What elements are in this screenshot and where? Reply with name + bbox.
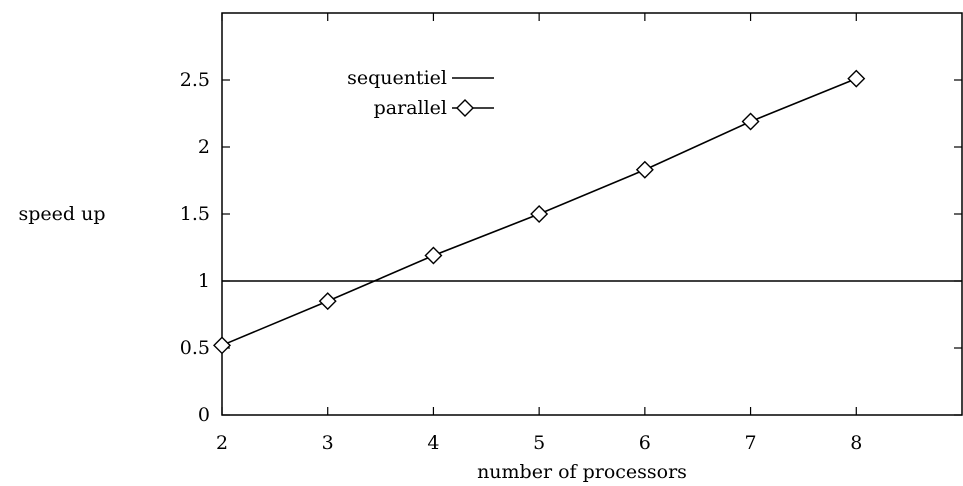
data-point-parallel (424, 246, 443, 265)
legend: sequentiel parallel (347, 67, 494, 119)
data-point-parallel (318, 292, 337, 311)
x-axis-label: number of processors (477, 461, 687, 482)
y-tick-label: 1.5 (180, 203, 210, 225)
y-axis: 0 0.5 1 1.5 2 2.5 (180, 69, 962, 426)
x-tick-label: 8 (850, 432, 862, 454)
x-tick-label: 3 (322, 432, 334, 454)
data-point-parallel (635, 160, 654, 179)
y-axis-label: speed up (18, 203, 105, 225)
plot-frame (221, 12, 963, 416)
y-tick-label: 2 (198, 136, 210, 158)
data-point-parallel (213, 336, 231, 355)
y-tick-label: 1 (198, 270, 210, 292)
legend-label-sequentiel: sequentiel (347, 67, 447, 89)
data-point-parallel (847, 69, 866, 88)
x-tick-label: 4 (427, 432, 439, 454)
x-axis: 2 3 4 5 6 7 8 (216, 13, 862, 454)
legend-marker-parallel (456, 99, 474, 117)
y-tick-label: 2.5 (180, 69, 210, 91)
x-tick-label: 2 (216, 432, 228, 454)
series-layer (213, 69, 962, 355)
x-tick-label: 7 (745, 432, 757, 454)
y-tick-label: 0 (198, 404, 210, 426)
x-tick-label: 6 (639, 432, 651, 454)
y-tick-label: 0.5 (180, 337, 210, 359)
data-point-parallel (741, 112, 760, 131)
legend-label-parallel: parallel (374, 97, 447, 119)
x-tick-label: 5 (533, 432, 545, 454)
data-point-parallel (530, 205, 549, 223)
